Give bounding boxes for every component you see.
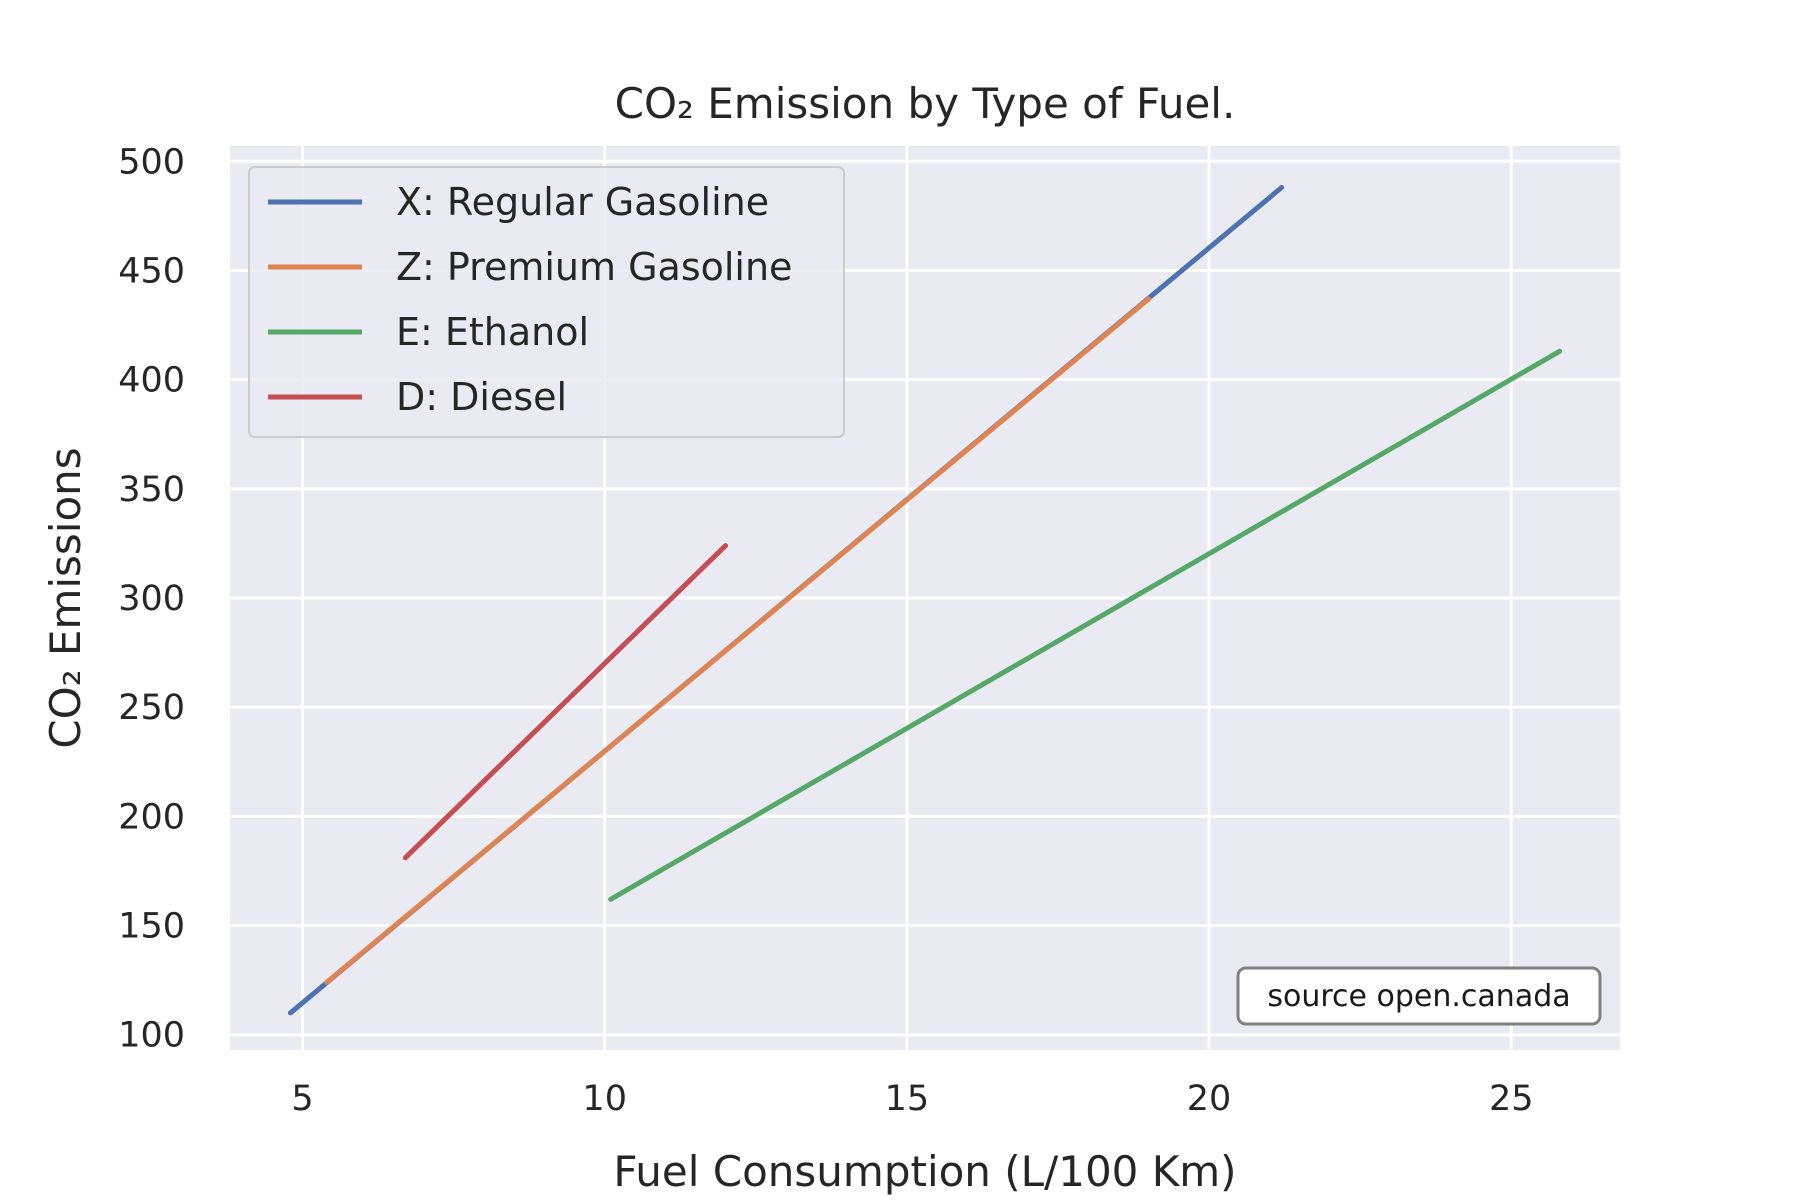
y-tick-label: 400 — [118, 361, 185, 401]
y-tick-label: 450 — [118, 251, 185, 291]
legend-label: X: Regular Gasoline — [396, 180, 769, 224]
source-annotation: source open.canada — [1236, 966, 1602, 1026]
legend: X: Regular Gasoline Z: Premium Gasoline E:… — [248, 166, 845, 438]
legend-label: D: Diesel — [396, 375, 567, 419]
legend-label: Z: Premium Gasoline — [396, 245, 792, 289]
y-tick-label: 150 — [118, 907, 185, 947]
legend-label: E: Ethanol — [396, 310, 589, 354]
x-tick-labels: 5 10 15 20 25 — [291, 1079, 1533, 1119]
y-tick-label: 100 — [118, 1016, 185, 1056]
legend-box — [248, 166, 845, 438]
grid — [230, 146, 1620, 1050]
series-line-3 — [402, 543, 729, 861]
x-axis-label: Fuel Consumption (L/100 Km) — [613, 1147, 1236, 1196]
x-tick-label: 10 — [582, 1079, 627, 1119]
source-box — [1236, 966, 1602, 1026]
x-tick-label: 20 — [1187, 1079, 1232, 1119]
y-tick-label: 500 — [118, 142, 185, 182]
y-axis-label: CO₂ Emissions — [41, 447, 90, 748]
x-tick-label: 15 — [885, 1079, 930, 1119]
x-tick-label: 25 — [1489, 1079, 1534, 1119]
source-annotation-text: source open.canada — [1267, 979, 1570, 1014]
chart-title: CO₂ Emission by Type of Fuel. — [615, 79, 1236, 128]
series-line-2 — [608, 348, 1563, 902]
y-tick-label: 250 — [118, 688, 185, 728]
y-tick-label: 350 — [118, 470, 185, 510]
series-line-1 — [324, 296, 1152, 985]
y-tick-labels: 100 150 200 250 300 350 400 450 500 — [118, 142, 185, 1055]
series-lines — [287, 185, 1563, 1016]
y-tick-label: 300 — [118, 579, 185, 619]
y-tick-label: 200 — [118, 797, 185, 837]
x-tick-label: 5 — [291, 1079, 313, 1119]
